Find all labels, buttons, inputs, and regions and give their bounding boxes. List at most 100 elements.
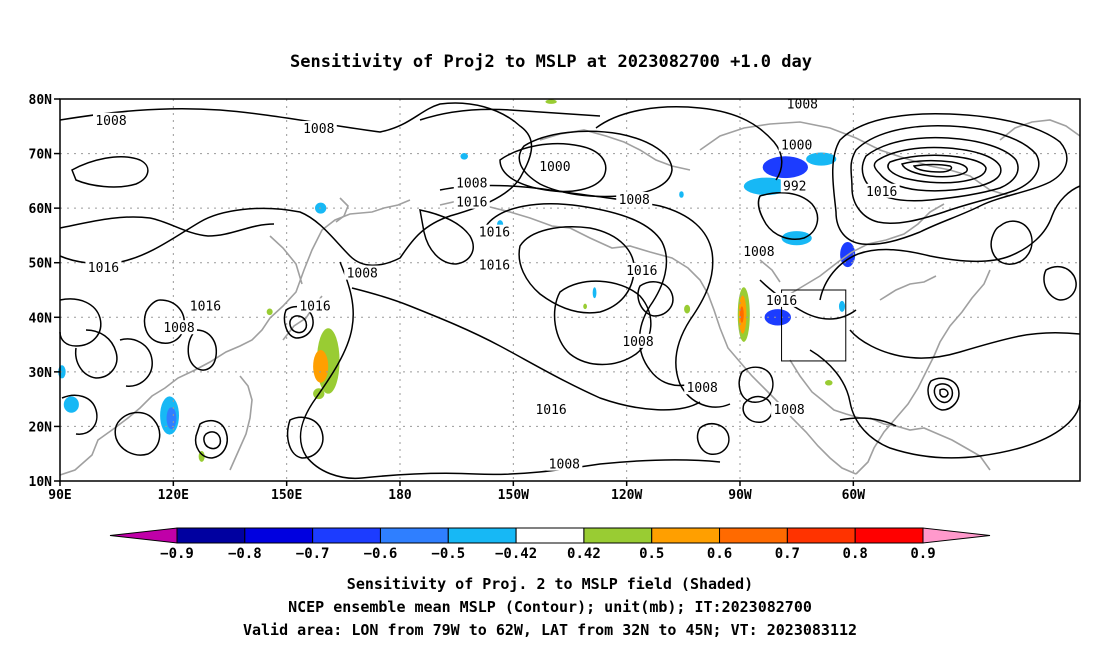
contour-label-bg: [453, 194, 490, 209]
lat-tick-label: 60N: [29, 202, 53, 217]
colorbar-level-label: 0.5: [639, 546, 664, 562]
contour-label: 1000: [781, 138, 812, 153]
shaded-region: [762, 156, 808, 179]
lon-tick-label: 150E: [271, 488, 302, 503]
lon-tick-label: 90W: [728, 488, 752, 503]
valid-area-box: [781, 289, 847, 362]
colorbar-level-label: 0.7: [775, 546, 800, 562]
coastlines: [59, 119, 1081, 476]
contour-label-bg: [684, 380, 721, 395]
lon-tick-label: 60W: [842, 488, 866, 503]
contour-label: 1016: [479, 226, 510, 241]
contour-label-bg: [297, 298, 333, 313]
shaded-region: [313, 350, 329, 383]
contour-label: 1008: [456, 177, 487, 192]
contour-label-bg: [161, 320, 197, 335]
contour-label: 1016: [88, 261, 119, 276]
lat-tick-label: 30N: [29, 366, 53, 381]
contour-label-bg: [187, 298, 224, 313]
shaded-region: [592, 287, 597, 299]
shaded-region: [781, 231, 812, 246]
contour-label-bg: [780, 178, 809, 193]
colorbar-level-label: −0.7: [296, 546, 330, 562]
contour-label: 1016: [456, 196, 487, 211]
colorbar-swatch: [312, 527, 381, 544]
colorbar-level-label: −0.5: [431, 546, 465, 562]
contour-label-bg: [740, 243, 777, 258]
caption-line-1: Sensitivity of Proj. 2 to MSLP field (Sh…: [347, 575, 753, 593]
lon-tick-label: 120E: [158, 488, 189, 503]
contour-label: 1008: [619, 193, 650, 208]
colorbar-swatch: [583, 527, 653, 544]
contour-label-bg: [533, 402, 570, 417]
contour-label: 1008: [163, 321, 194, 336]
lat-tick-label: 80N: [29, 93, 53, 108]
shaded-region: [764, 309, 791, 326]
colorbar-swatch: [786, 527, 856, 544]
colorbar-level-label: 0.9: [910, 546, 935, 562]
colorbar-level-label: 0.6: [707, 546, 732, 562]
shaded-region: [740, 306, 744, 323]
lon-tick-label: 150W: [498, 488, 529, 503]
contour-label: 1016: [866, 185, 897, 200]
contour-label: 992: [783, 179, 806, 194]
shaded-region: [743, 177, 790, 196]
contour-label-bg: [344, 265, 381, 280]
caption-line-2: NCEP ensemble mean MSLP (Contour); unit(…: [288, 598, 812, 616]
contour-label-bg: [863, 183, 900, 198]
contour-label: 1016: [626, 264, 657, 279]
colorbar-swatch: [854, 527, 924, 544]
colorbar-swatch: [515, 527, 585, 544]
lon-tick-label: 90E: [48, 488, 71, 503]
colorbar-high-arrow: [922, 527, 991, 544]
contour-label: 1016: [299, 299, 330, 314]
map-frame: [59, 98, 1081, 482]
contour-label: 1016: [766, 294, 797, 309]
contour-label: 1008: [687, 381, 718, 396]
lat-tick-label: 50N: [29, 257, 53, 272]
colorbar-level-label: 0.42: [567, 546, 601, 562]
colorbar: −0.9 −0.8 −0.7 −0.6 −0.5 −0.42 0.42 0.5 0.6 0.7 0.…: [109, 527, 991, 562]
contour-label: 1008: [95, 114, 126, 129]
caption-line-3: Valid area: LON from 79W to 62W, LAT fro…: [243, 621, 857, 639]
contour-label-bg: [771, 402, 808, 417]
contour-label: 1008: [549, 458, 580, 473]
shaded-region: [266, 308, 273, 316]
contour-label-bg: [536, 159, 573, 174]
colorbar-level-label: −0.8: [228, 546, 262, 562]
lon-tick-label: 180: [388, 488, 412, 503]
contour-label-bg: [85, 260, 122, 275]
shaded-region: [806, 152, 837, 166]
shaded-region: [545, 99, 557, 104]
contour-label-bg: [93, 112, 129, 127]
contour-label: 1008: [787, 97, 818, 112]
contour-label-bg: [616, 191, 653, 206]
sensitivity-shading: [58, 99, 856, 462]
contour-labels: 1008 1008 1000 1008 1016 1016 1008 1008 1000 992 1…: [85, 96, 900, 473]
contour-label-bg: [623, 262, 660, 277]
colorbar-swatch: [447, 527, 517, 544]
colorbar-swatch: [244, 527, 314, 544]
contour-label: 1016: [535, 403, 566, 418]
map-title: Sensitivity of Proj2 to MSLP at 20230827…: [290, 52, 812, 72]
contour-label-bg: [476, 224, 513, 239]
colorbar-level-label: 0.8: [843, 546, 868, 562]
lat-tick-label: 70N: [29, 148, 53, 163]
colorbar-level-label: −0.42: [495, 546, 537, 562]
contour-label-bg: [453, 175, 490, 190]
lat-tick-label: 40N: [29, 311, 53, 326]
contour-label: 1000: [539, 160, 570, 175]
shaded-region: [684, 304, 691, 314]
colorbar-swatch: [379, 527, 449, 544]
lat-tick-label: 10N: [29, 475, 53, 490]
contour-label: 1016: [190, 299, 221, 314]
colorbar-level-label: −0.9: [160, 546, 194, 562]
colorbar-swatch: [176, 527, 246, 544]
contour-label-bg: [784, 96, 821, 111]
contour-label: 1008: [303, 122, 334, 137]
contour-label-bg: [546, 456, 583, 471]
mslp-contours: [59, 102, 1081, 480]
colorbar-swatch: [651, 527, 721, 544]
colorbar-level-label: −0.6: [364, 546, 398, 562]
